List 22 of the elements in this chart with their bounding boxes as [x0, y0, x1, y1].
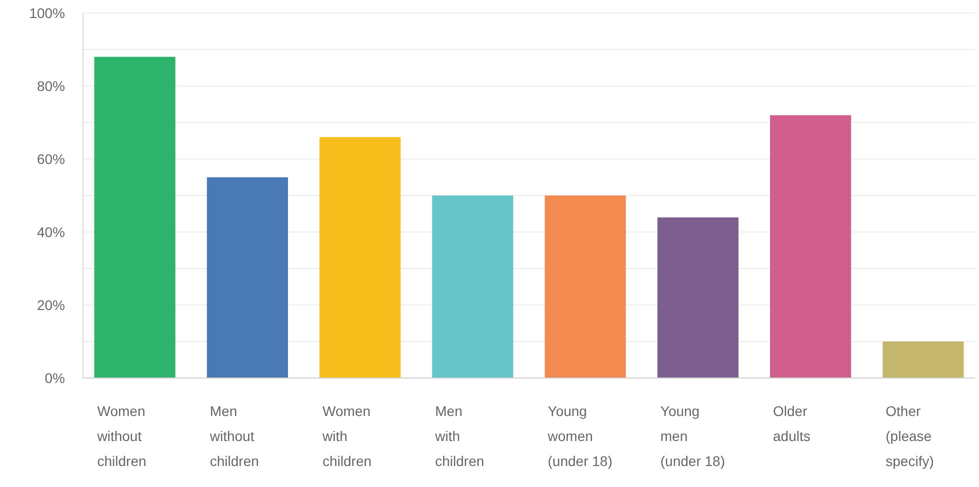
x-tick-label: Young men (under 18)	[660, 403, 725, 469]
x-tick-label: Women without children	[96, 403, 146, 469]
bar	[94, 56, 176, 378]
bar	[657, 217, 738, 378]
x-tick-label: Other (please specify)	[886, 403, 934, 469]
y-tick-label: 40%	[36, 224, 65, 240]
bar	[770, 115, 852, 378]
y-tick-label: 20%	[36, 296, 65, 313]
x-tick-label: Men with children	[434, 403, 484, 469]
y-tick-label: 100%	[29, 4, 65, 21]
bar	[544, 196, 626, 378]
x-tick-label: Men without children	[208, 403, 259, 469]
x-tick-label: Young women (under 18)	[546, 403, 612, 469]
bar	[882, 342, 964, 378]
x-tick-label: Women with children	[322, 403, 372, 469]
bar	[206, 177, 288, 378]
bar	[320, 137, 401, 378]
y-tick-label: 80%	[36, 78, 65, 94]
y-tick-label: 60%	[36, 150, 65, 167]
y-tick-label: 0%	[44, 370, 65, 386]
x-tick-label: Older adults	[773, 403, 810, 444]
bar	[432, 196, 514, 378]
